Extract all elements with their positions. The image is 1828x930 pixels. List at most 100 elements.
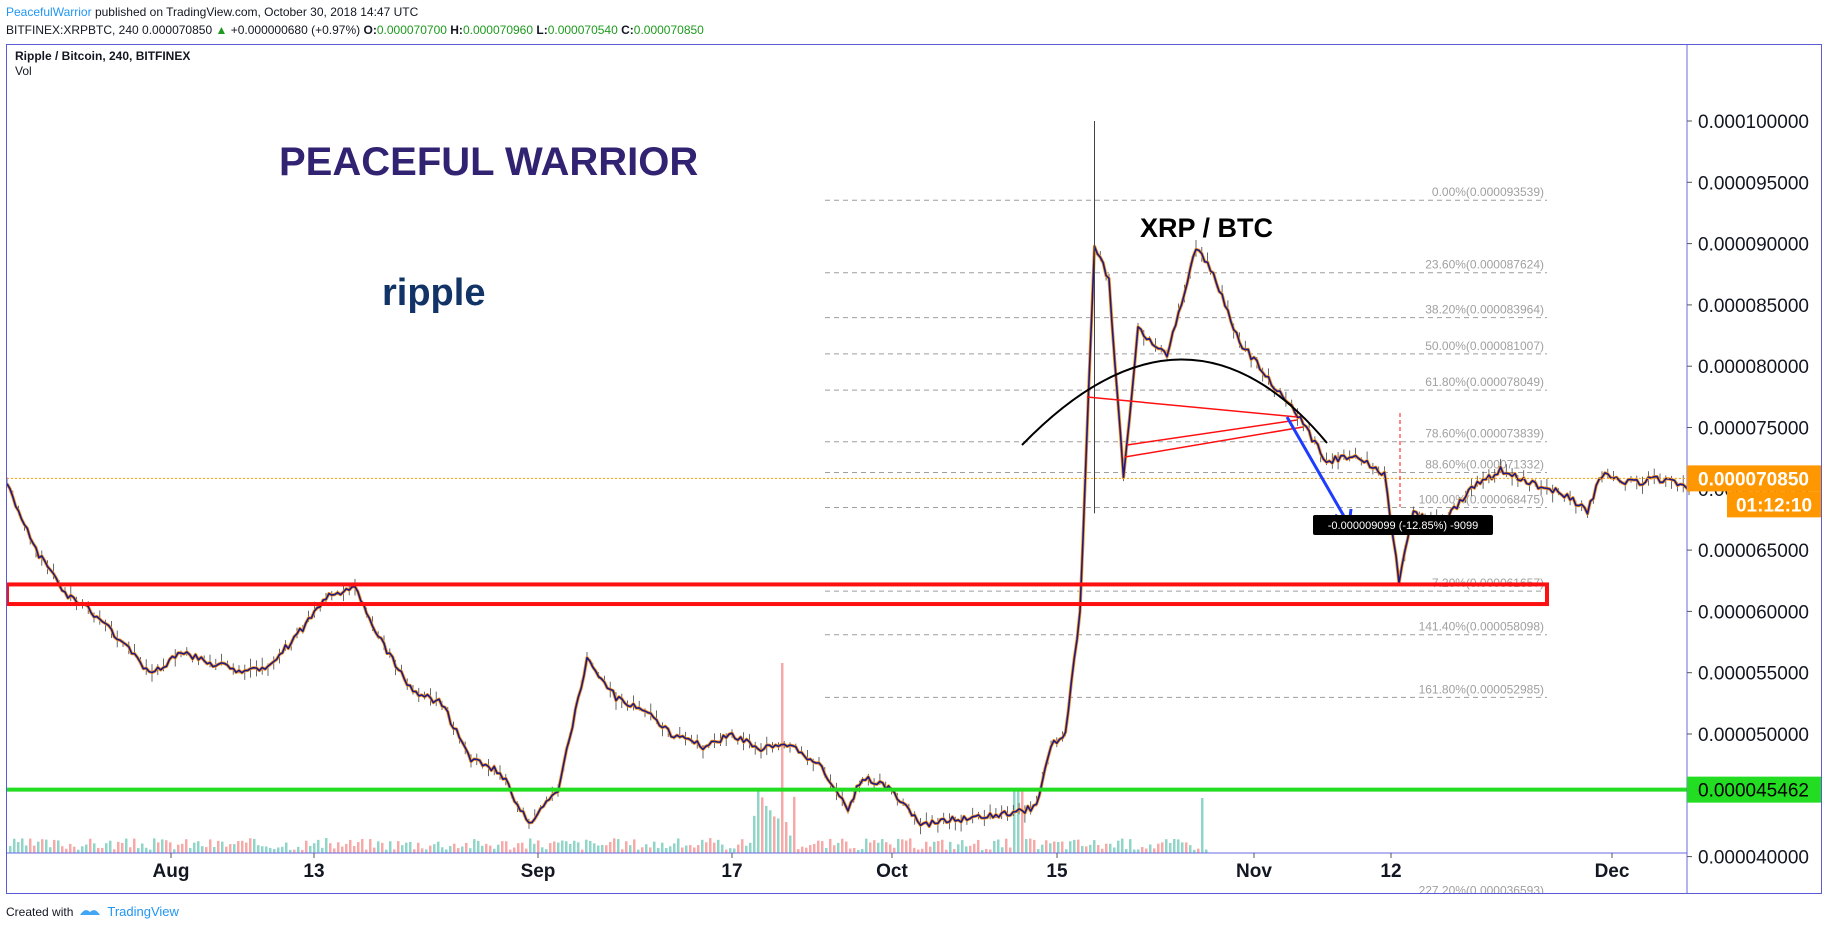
volume-bar [173,849,176,853]
volume-bar [477,840,480,853]
volume-bar [781,663,784,853]
volume-bar [689,845,692,853]
volume-bar [973,843,976,853]
volume-bar [317,839,320,853]
volume-bar [109,840,112,853]
volume-bar [797,849,800,853]
volume-bar [901,839,904,853]
volume-bar [105,843,108,853]
volume-bar [385,849,388,853]
volume-bar [577,842,580,853]
volume-bar [61,846,64,853]
volume-bar [309,845,312,853]
volume-bar [525,848,528,853]
volume-bar [945,849,948,853]
volume-bar [365,849,368,853]
fib-label: 161.80%(0.000052985) [1419,682,1544,696]
volume-bar [413,849,416,853]
volume-bar [609,841,612,853]
volume-bar [453,843,456,853]
volume-bar [893,847,896,853]
volume-bar [497,844,500,853]
volume-bar [665,847,668,853]
volume-bar [441,847,444,853]
volume-bar [45,839,48,853]
volume-bar [717,839,720,853]
volume-bar [257,845,260,853]
volume-bar [281,846,284,853]
volume-bar [1109,843,1112,853]
volume-bar [225,846,228,853]
volume-bar [909,838,912,853]
ripple-label: ripple [382,272,485,314]
volume-bar [921,848,924,853]
volume-bar [1057,842,1060,853]
price-line-up [7,244,1719,828]
volume-bar [1205,849,1208,853]
volume-bar [489,845,492,853]
volume-bar [241,840,244,853]
volume-bar [633,839,636,853]
fib-label: 141.40%(0.000058098) [1419,620,1544,634]
volume-bar [721,844,724,853]
volume-bar [777,818,780,853]
volume-bar [381,842,384,853]
volume-bar [25,845,28,853]
volume-bars [9,663,1208,853]
volume-bar [1165,839,1168,853]
volume-bar [845,841,848,853]
footer: Created with TradingView [6,904,179,919]
volume-bar [141,843,144,853]
volume-bar [1065,849,1068,853]
x-tick-label: 17 [721,861,742,882]
volume-bar [209,839,212,853]
volume-bar [137,848,140,853]
tradingview-link[interactable]: TradingView [107,904,179,919]
volume-bar [29,838,32,853]
last-price-badge [1687,465,1821,492]
volume-bar [1017,788,1020,853]
countdown-badge-text: 01:12:10 [1736,495,1812,516]
measure-label: -0.000009099 (-12.85%) -9099 [1328,520,1478,532]
volume-indicator-label: Vol [15,64,32,78]
y-axis: 0.000100000 0.000095000 0.000090000 0.00008… [1686,45,1821,893]
volume-bar [857,849,860,853]
volume-bar [701,839,704,853]
volume-bar [705,842,708,853]
volume-bar [565,841,568,853]
volume-bar [1101,848,1104,853]
volume-bar [969,845,972,853]
volume-bar [725,849,728,853]
volume-bar [1185,842,1188,853]
tradingview-logo-icon [80,909,101,915]
volume-bar [501,841,504,853]
volume-bar [749,842,752,853]
volume-bar [345,843,348,853]
volume-bar [217,840,220,853]
price-chart[interactable]: 0.00%(0.000093539) 23.60%(0.000087624) 38.… [7,45,1821,893]
volume-bar [801,846,804,853]
close-label: C: [621,23,634,37]
volume-bar [21,838,24,853]
volume-bar [985,848,988,853]
volume-bar [513,847,516,853]
volume-bar [809,845,812,853]
volume-bar [237,841,240,853]
volume-bar [1077,839,1080,853]
volume-bar [73,846,76,853]
rounding-top-arc [1021,358,1328,446]
author-link[interactable]: PeacefulWarrior [6,5,92,19]
volume-bar [377,841,380,853]
volume-bar [485,843,488,853]
volume-bar [837,842,840,853]
volume-bar [329,843,332,853]
volume-bar [341,846,344,853]
volume-bar [1153,848,1156,853]
volume-bar [149,849,152,853]
price-series [7,121,1719,835]
volume-bar [885,842,888,853]
volume-bar [393,849,396,853]
volume-bar [349,839,352,853]
volume-bar [213,847,216,853]
last-value: 0.000070850 [142,23,213,37]
